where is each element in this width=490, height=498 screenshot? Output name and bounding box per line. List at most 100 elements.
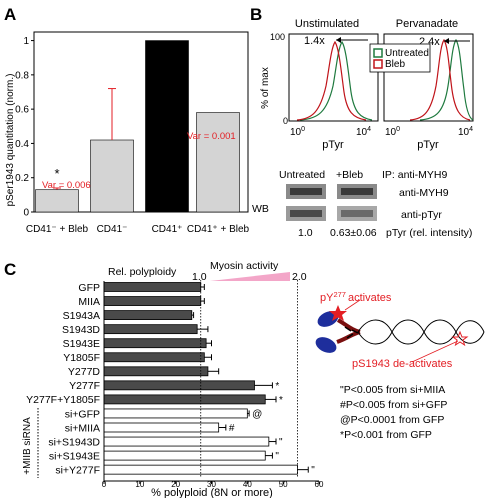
panel-c-xlabel: % polyploid (8N or more)	[151, 487, 273, 498]
c-xtick-label: 20	[171, 480, 180, 489]
c-bar	[103, 324, 198, 335]
c-significance-mark: "	[275, 451, 279, 462]
a-xtick-label: CD41⁺	[152, 224, 183, 235]
panel-a-xlabels: CD41⁻ + Bleb CD41⁻ CD41⁺ CD41⁺ + Bleb	[26, 224, 250, 235]
stat-note-4: *P<0.001 from GFP	[340, 429, 432, 441]
c-bar	[103, 450, 266, 461]
a-ytick-label: 1	[23, 36, 29, 47]
myosin-schematic	[315, 299, 485, 363]
arrow-left-icon	[336, 37, 341, 43]
c-bar	[103, 310, 193, 321]
panel-a-ylabel: pSer1943 quantitation (norm.)	[5, 74, 16, 207]
group-label-siRNA: +MIIB siRNA	[22, 417, 33, 475]
blot-bands	[286, 184, 377, 221]
x-tick-10-right-2: 104	[458, 126, 473, 138]
c-category-label: si+GFP	[65, 408, 100, 420]
c-significance-mark: @	[252, 409, 262, 420]
a-xtick-label: CD41⁻ + Bleb	[26, 224, 89, 235]
c-category-label: si+Y277F	[55, 464, 100, 476]
c-significance-mark: *	[279, 395, 283, 406]
c-category-label: S1943D	[62, 324, 100, 336]
c-bar	[103, 282, 202, 292]
c-category-label: si+MIIA	[65, 422, 100, 434]
rel-intensity-label: pTyr (rel. intensity)	[386, 227, 472, 239]
c-bar	[103, 436, 270, 447]
a-bar	[90, 139, 134, 213]
panel-b-label: B	[250, 5, 262, 24]
pY277-star-icon	[329, 305, 347, 321]
panel-c-label: C	[4, 260, 16, 279]
x-tick-10-left-2: 100	[385, 126, 400, 138]
xlabel-ptyr-right: pTyr	[417, 139, 439, 151]
pS1943-star-icon	[451, 330, 469, 347]
a-bar	[35, 189, 79, 213]
pS1943-annotation: pS1943 de-activates	[352, 358, 453, 370]
c-xtick-label: 40	[243, 480, 252, 489]
wb-ip: IP: anti-MYH9	[382, 169, 448, 181]
legend-untreated: Untreated	[385, 48, 429, 59]
c-xtick-label: 60	[315, 480, 324, 489]
rel-poly-1: 1.0	[192, 271, 207, 283]
c-category-label: S1943A	[63, 310, 100, 322]
myosin-activity: Myosin activity	[210, 260, 279, 272]
c-category-label: si+S1943E	[49, 450, 100, 462]
c-bar	[103, 338, 207, 349]
c-category-label: Y277F+Y1805F	[26, 394, 100, 406]
rel-polyploidy: Rel. polyploidy	[108, 266, 177, 278]
panel-a-bars	[35, 40, 240, 213]
c-significance-mark: *	[275, 381, 279, 392]
title-pervanadate: Pervanadate	[396, 18, 458, 30]
rel-intensity-2: 0.63±0.06	[330, 227, 377, 239]
stat-note-3: @P<0.0001 from GFP	[340, 414, 444, 426]
a-ytick-label: 0.2	[15, 173, 29, 184]
a-bar	[145, 40, 189, 213]
histogram-legend: Untreated Bleb	[369, 43, 431, 73]
var-label-2: Var = 0.001	[187, 131, 236, 142]
c-bar	[103, 366, 209, 377]
c-xtick-label: 30	[207, 480, 216, 489]
panel-c-x-axis: 0 10 20 30 40 50 60	[102, 281, 324, 489]
c-category-label: S1943E	[63, 338, 100, 350]
x-tick-10-left: 100	[290, 126, 305, 138]
wb-bleb: +Bleb	[336, 169, 363, 181]
c-significance-mark: #	[229, 423, 235, 434]
legend-bleb: Bleb	[385, 59, 405, 70]
a-bar	[196, 112, 240, 213]
panel-c-bars: **@#"""	[103, 280, 315, 478]
y-tick-100: 100	[270, 32, 285, 42]
panel-b-ylabel: % of max	[260, 67, 271, 109]
c-category-label: Y1805F	[63, 352, 100, 364]
a-ytick-label: 0	[23, 208, 29, 219]
panel-c-category-labels: GFP MIIA S1943A S1943D S1943E Y1805F Y277D Y277…	[26, 282, 100, 477]
stat-note-2: #P<0.005 from si+GFP	[340, 399, 447, 411]
c-category-label: GFP	[78, 282, 100, 294]
x-tick-10-right: 104	[356, 126, 371, 138]
c-category-label: Y277F	[69, 380, 100, 392]
c-bar	[103, 296, 202, 306]
bleb-curve-right	[409, 38, 471, 121]
c-significance-mark: "	[311, 465, 315, 476]
c-bar	[103, 380, 255, 391]
rel-poly-2: 2.0	[292, 271, 307, 283]
a-xtick-label: CD41⁻	[97, 224, 128, 235]
c-category-label: Y277D	[68, 366, 101, 378]
fold-change-left: 1.4x	[304, 35, 325, 47]
a-ytick-label: 0.6	[15, 105, 29, 116]
myosin-head-top	[317, 311, 339, 327]
c-xtick-label: 10	[135, 480, 144, 489]
c-bar	[103, 394, 266, 405]
x-tick-exp-4: 4	[367, 126, 371, 133]
antibody-ptyr: anti-pTyr	[401, 209, 442, 221]
c-bar	[103, 352, 205, 363]
panel-a-frame	[33, 31, 249, 213]
title-unstimulated: Unstimulated	[295, 18, 359, 30]
panel-a-yticks: 0 0.2 0.4 0.6 0.8 1	[15, 36, 34, 219]
c-significance-mark: "	[279, 437, 283, 448]
pY277-annotation: pY277 activates	[320, 290, 392, 304]
panel-a-label: A	[4, 5, 16, 24]
wb-untreated: Untreated	[279, 169, 325, 181]
myosin-gradient-wedge	[210, 272, 290, 281]
xlabel-ptyr-left: pTyr	[322, 139, 344, 151]
y-tick-0: 0	[283, 116, 288, 126]
